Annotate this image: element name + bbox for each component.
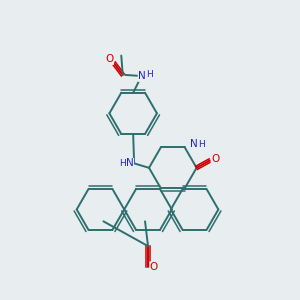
- Text: N: N: [138, 71, 146, 81]
- Text: N: N: [126, 158, 134, 168]
- Text: O: O: [150, 262, 158, 272]
- Text: O: O: [105, 55, 113, 64]
- Text: H: H: [198, 140, 204, 149]
- Text: O: O: [211, 154, 219, 164]
- Text: N: N: [190, 139, 197, 149]
- Text: H: H: [146, 70, 153, 80]
- Text: H: H: [119, 159, 126, 168]
